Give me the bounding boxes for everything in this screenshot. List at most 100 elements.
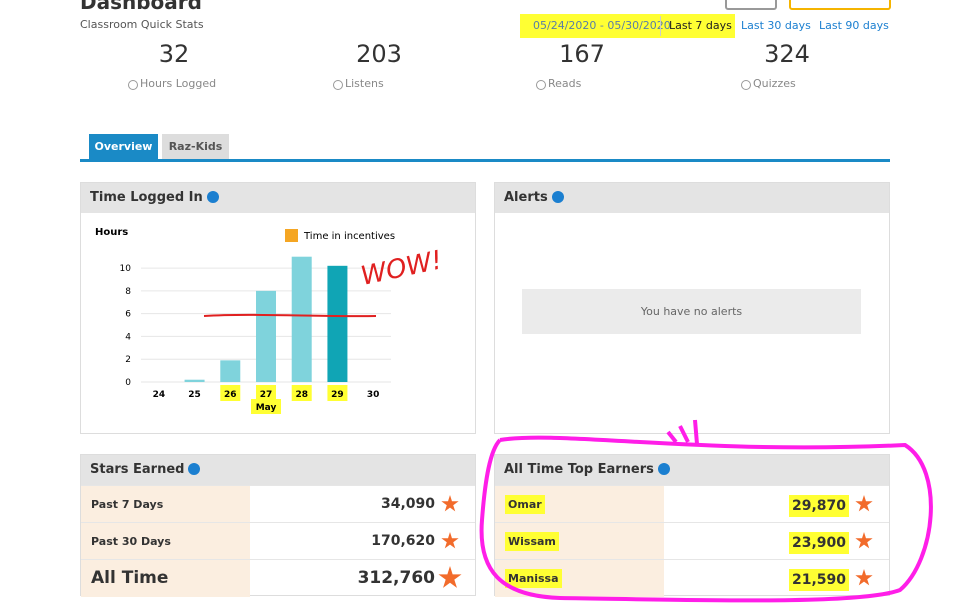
highlight: [220, 385, 241, 401]
row-label: All Time: [81, 560, 250, 597]
stat-label: Hours Logged: [140, 77, 217, 90]
y-tick-label: 10: [120, 264, 132, 274]
y-tick-label: 2: [125, 355, 131, 365]
range-link[interactable]: Last 30 days: [741, 19, 811, 32]
help-icon[interactable]: [188, 463, 201, 475]
x-tick-label: 25: [188, 390, 201, 400]
stat-value: 32: [158, 40, 190, 68]
bar: [220, 360, 241, 382]
range-link[interactable]: Last 90 days: [819, 19, 889, 32]
star-icon: [855, 495, 873, 512]
row-label: Omar: [495, 486, 664, 523]
row-label: Manissa: [495, 560, 664, 597]
panel-title: All Time Top Earners: [504, 462, 654, 477]
stars-panel: Stars Earned Past 7 Days 34,090 Past 30 Da…: [80, 454, 476, 597]
table-row: Past 7 Days 34,090: [81, 485, 475, 523]
x-tick-label: 27: [260, 390, 273, 400]
x-tick-label: 30: [367, 390, 380, 400]
y-tick-label: 0: [125, 378, 131, 388]
row-value: 29,870: [788, 495, 849, 517]
panel-header: Time Logged In: [81, 183, 475, 213]
tab-bar: [80, 159, 890, 162]
time-panel: Time Logged In Hours Time in incentives 0 2…: [80, 182, 476, 434]
y-tick-label: 8: [125, 287, 131, 297]
bar: [327, 265, 348, 382]
star-icon: [438, 566, 462, 588]
y-tick-label: 4: [125, 332, 131, 342]
panel-header: Alerts: [495, 183, 889, 213]
x-tick-label: 26: [224, 390, 237, 400]
row-value: 312,760: [357, 568, 435, 588]
stat-icon: [333, 80, 343, 90]
table-row: Omar 29,870: [495, 485, 889, 523]
panel-title: Alerts: [504, 190, 548, 205]
panel-header: All Time Top Earners: [495, 455, 889, 485]
y-axis-label: Hours: [95, 227, 128, 238]
divider: [660, 16, 661, 36]
row-value: 34,090: [380, 496, 435, 512]
help-icon[interactable]: [206, 191, 219, 203]
row-label-text: Manissa: [505, 569, 562, 588]
y-tick-label: 6: [125, 310, 131, 320]
help-icon[interactable]: [657, 463, 670, 475]
table-row: Wissam 23,900: [495, 522, 889, 560]
table-row: Past 30 Days 170,620: [81, 522, 475, 560]
row-label: Past 30 Days: [81, 523, 250, 560]
highlight: [291, 385, 312, 401]
stat-value: 167: [559, 40, 605, 68]
stat-value: 324: [764, 40, 810, 68]
star-icon: [855, 532, 873, 549]
stat-label: Listens: [345, 77, 384, 90]
row-label-text: Omar: [505, 495, 545, 514]
legend-label: Time in incentives: [303, 231, 395, 242]
panel-title: Stars Earned: [90, 462, 185, 477]
stat-label: Reads: [548, 77, 582, 90]
stat-value: 203: [356, 40, 402, 68]
stat-label: Quizzes: [753, 77, 796, 90]
row-value: 21,590: [788, 569, 849, 591]
highlight: [520, 14, 735, 38]
date-range[interactable]: 05/24/2020 - 05/30/2020: [533, 19, 671, 32]
row-value: 170,620: [371, 533, 435, 549]
x-tick-label: 29: [331, 390, 344, 400]
tab[interactable]: Raz-Kids: [162, 134, 229, 160]
legend-swatch: [285, 229, 298, 242]
row-label: Wissam: [495, 523, 664, 560]
row-label: Past 7 Days: [81, 486, 250, 523]
highlight: [256, 385, 276, 401]
bar: [256, 290, 276, 382]
earners-panel: All Time Top Earners Omar 29,870 Wissam 23,…: [494, 454, 890, 597]
stat-icon: [741, 80, 751, 90]
panel-title: Time Logged In: [90, 190, 203, 205]
help-button[interactable]: [789, 0, 891, 10]
stat-icon: [128, 80, 138, 90]
x-tick-label: 24: [153, 390, 166, 400]
tab[interactable]: Overview: [89, 134, 158, 160]
alert-message: You have no alerts: [522, 289, 861, 334]
x-tick-label: 28: [295, 390, 308, 400]
row-value: 23,900: [788, 532, 849, 554]
row-label-text: Wissam: [505, 532, 559, 551]
stat-icon: [536, 80, 546, 90]
highlight: [327, 385, 348, 401]
highlight: [251, 399, 281, 414]
annotation: WOW!: [358, 245, 445, 291]
star-icon: [441, 532, 459, 549]
panel-header: Stars Earned: [81, 455, 475, 485]
star-icon: [855, 569, 873, 586]
scribble: [203, 313, 377, 318]
star-icon: [441, 495, 459, 512]
table-row: Manissa 21,590: [495, 559, 889, 597]
help-icon[interactable]: [551, 191, 564, 203]
subtitle: Classroom Quick Stats: [80, 18, 204, 31]
bar: [184, 379, 205, 382]
print-button[interactable]: [725, 0, 777, 10]
x-axis-label: May: [256, 403, 277, 413]
page-title: Dashboard: [80, 0, 202, 14]
bar: [291, 256, 312, 382]
table-row: All Time 312,760: [81, 559, 475, 597]
range-link[interactable]: Last 7 days: [669, 19, 732, 32]
alerts-panel: Alerts You have no alerts: [494, 182, 890, 434]
